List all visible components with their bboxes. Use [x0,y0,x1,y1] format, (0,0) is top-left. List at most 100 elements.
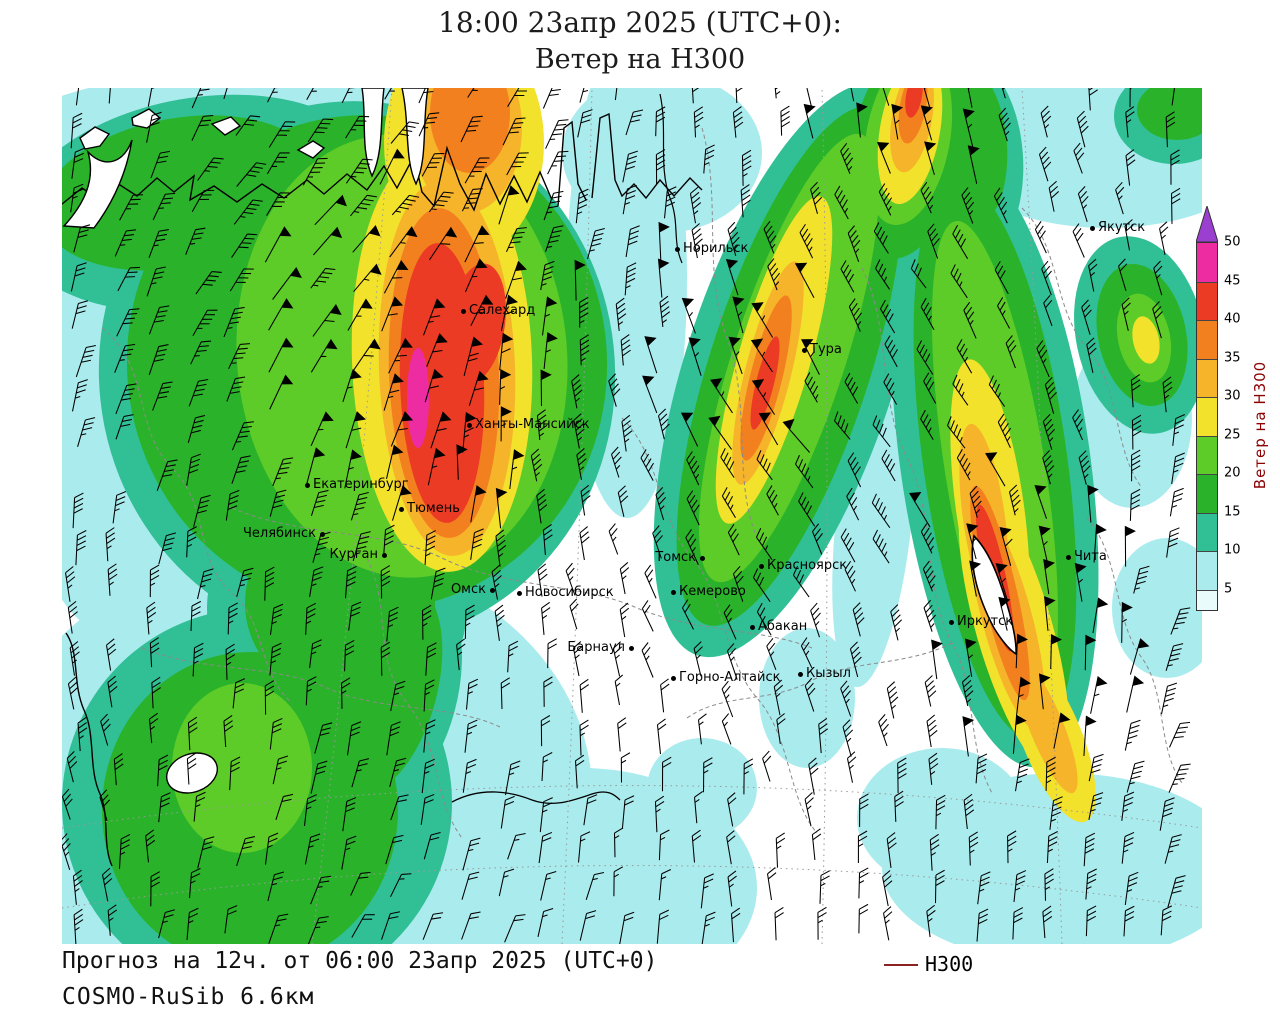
wind-barb [703,144,715,174]
wind-barb [612,641,623,677]
wind-barb [852,602,865,637]
wind-barb [464,604,475,639]
wind-barb [615,297,627,331]
wind-barb [840,528,856,563]
wind-barb [146,111,162,143]
wind-barb [620,752,631,783]
wind-barb [1172,414,1186,446]
wind-barb [269,383,283,410]
wind-barb [573,413,585,449]
wind-barb [314,202,337,226]
wind-barb [231,233,258,258]
wind-barb [423,679,435,712]
colorbar-tick-label: 50 [1224,234,1241,250]
wind-barb [381,305,398,332]
wind-barb [914,501,931,528]
colorbar-segment [1197,320,1217,359]
wind-barb [267,871,285,902]
wind-barb [916,340,934,375]
wind-barb [656,718,667,755]
wind-barb [1041,260,1052,296]
wind-barb [536,409,548,440]
wind-barb [99,789,111,822]
wind-barb [427,457,438,486]
wind-barb [465,678,479,710]
wind-barb [1123,905,1135,937]
wind-barb [304,833,321,865]
wind-barb [306,916,329,944]
wind-barb [847,452,862,488]
wind-barb [264,832,279,865]
wind-barb-flag [349,368,362,380]
wind-barb [420,793,435,825]
wind-barb [386,721,401,756]
wind-barb-flag [751,379,765,390]
wind-barb [390,680,406,712]
wind-barb-flag [464,411,477,423]
wind-barb [1036,340,1050,378]
wind-barb [762,750,772,782]
wind-barb [192,642,204,677]
wind-barb-flag [330,226,343,239]
wind-barb-flag [501,332,514,344]
wind-barb-flag [1034,484,1047,496]
wind-barb [193,791,206,822]
wind-barb [236,836,256,867]
wind-barb [190,600,202,632]
wind-barb-flag [500,406,512,418]
wind-barb [502,117,526,146]
wind-barb [730,907,741,943]
wind-barb-flag [1038,673,1051,685]
wind-barb-flag [546,332,558,343]
wind-barb [743,758,754,795]
wind-barb [305,676,317,706]
wind-barb [267,88,290,103]
wind-barb [119,194,144,221]
wind-barb [619,602,630,638]
wind-barb [229,756,241,791]
wind-barb [834,185,849,220]
arctic-island [131,108,162,129]
wind-barb [114,343,136,373]
colorbar-segment [1197,358,1217,397]
wind-barb [72,869,83,905]
colorbar-tick-label: 40 [1224,311,1241,327]
wind-barb [663,186,677,219]
wind-barb [611,446,622,478]
wind-speed-field [62,88,1202,944]
wind-barb-flag [1085,715,1097,727]
wind-barb [352,531,371,561]
wind-barb [849,641,862,678]
wind-barb-flag [1095,523,1107,535]
wind-barb [312,312,335,337]
wind-barb-flag [962,108,975,120]
wind-barb [77,417,96,447]
wind-barb [880,150,891,174]
wind-barb [579,910,597,941]
wind-barb-flag [1050,633,1063,645]
wind-barb [926,714,938,748]
wind-barb [565,562,576,596]
wind-barb-flag [644,336,657,347]
wind-barb [507,640,519,673]
wind-barb [146,601,157,635]
wind-barb [961,674,974,707]
wind-barb [1170,607,1191,635]
wind-barb [1034,220,1047,254]
wind-barb [1087,88,1098,111]
wind-barb [998,572,1008,600]
wind-barb [881,449,896,482]
wind-barb [1042,905,1053,939]
wind-barb [428,191,454,213]
wind-barb-flag [514,260,527,272]
wind-barb [190,340,212,365]
colorbar: Ветер на H300 50 45 40 35 30 25 20 15 10 5 [1196,206,1280,646]
wind-barb [151,676,161,709]
wind-barb [424,378,440,403]
wind-barb [341,677,351,709]
wind-barb [614,674,624,706]
wind-barb-flag [1043,559,1055,570]
wind-barb [69,641,80,676]
wind-barb [353,271,371,293]
wind-barb-flag [856,102,868,114]
